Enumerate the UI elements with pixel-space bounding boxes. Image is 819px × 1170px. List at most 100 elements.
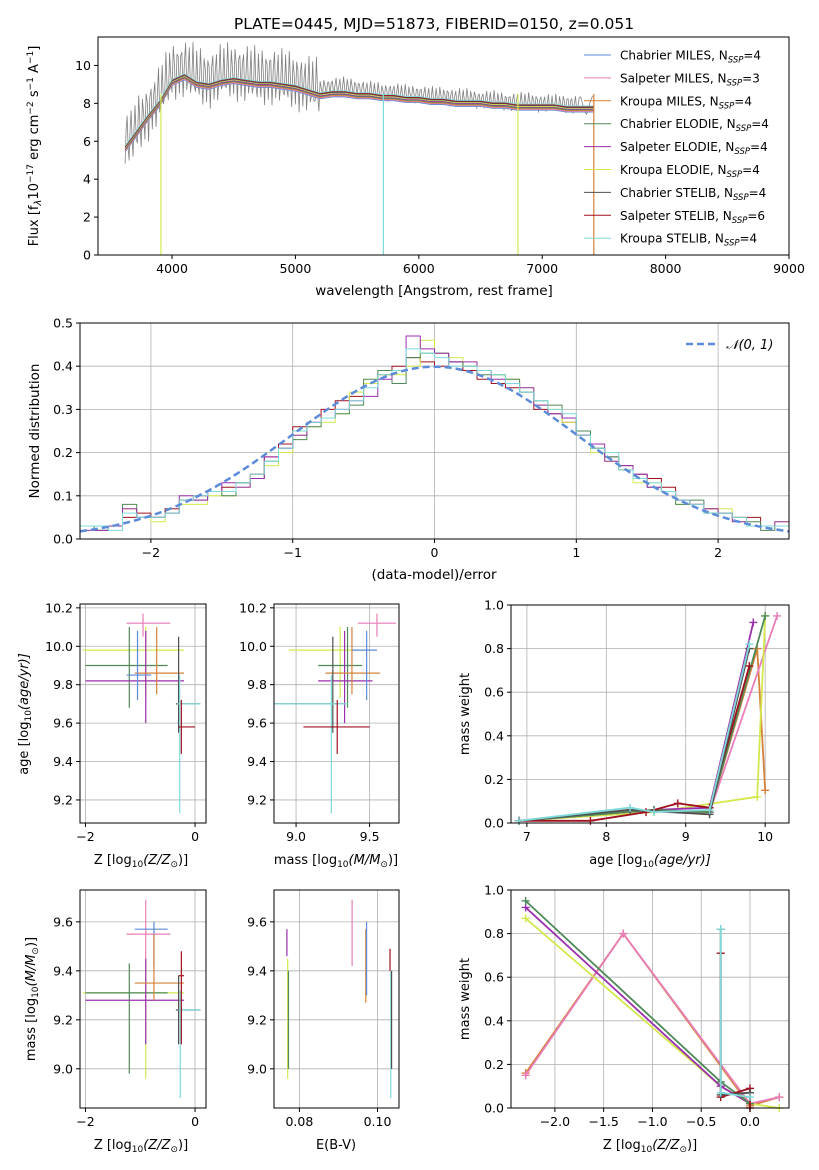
y-tick-label: 9.6 [53, 914, 73, 929]
x-tick-label: 7 [523, 829, 531, 844]
age-vs-metallicity-xlabel: Z [log10(Z/Z⊙)] [94, 853, 188, 870]
x-tick-label: −1 [283, 545, 301, 560]
x-tick-label: 4000 [156, 261, 188, 276]
y-tick-label: 0.3 [53, 402, 73, 417]
x-tick-label: 8000 [650, 261, 682, 276]
model-spectrum-line [124, 78, 594, 152]
spectrum-lines [124, 42, 595, 255]
normal-curve-line [79, 365, 790, 533]
y-tick-label: 0.8 [484, 641, 504, 656]
legend-label: Kroupa STELIB, NSSP=4 [620, 232, 757, 249]
x-tick-label: 6000 [403, 261, 435, 276]
y-tick-label: 9.6 [247, 716, 267, 731]
y-tick-label: 0.2 [484, 1057, 504, 1072]
y-tick-label: 9.8 [53, 677, 73, 692]
y-tick-label: 9.4 [53, 754, 73, 769]
x-tick-label: −1.0 [637, 1114, 667, 1129]
y-tick-label: 0.0 [484, 816, 504, 831]
x-tick-label: −2.0 [540, 1114, 570, 1129]
x-tick-label: 1 [572, 545, 580, 560]
y-tick-label: 9.4 [247, 963, 267, 978]
y-tick-label: 10 [75, 58, 91, 73]
x-tick-label: 10 [757, 829, 773, 844]
residuals-ylabel: Normed distribution [27, 364, 43, 499]
age-vs-mass-points [274, 613, 397, 814]
y-tick-label: 0.2 [53, 445, 73, 460]
age-vs-metallicity-ylabel: age [log10(age/yr)] [17, 653, 34, 775]
weight-vs-age-ylabel: mass weight [458, 673, 473, 755]
y-tick-label: 8 [83, 96, 91, 111]
x-tick-label: 0 [431, 545, 439, 560]
y-tick-label: 2 [83, 210, 91, 225]
weight-vs-age-lines [514, 611, 782, 825]
age-vs-mass-frame [273, 603, 400, 824]
y-tick-label: 0.1 [53, 488, 73, 503]
y-tick-label: 0.0 [484, 1101, 504, 1116]
spectrum-xlabel: wavelength [Angstrom, rest frame] [315, 283, 553, 299]
figure-title: PLATE=0445, MJD=51873, FIBERID=0150, z=0… [234, 15, 634, 33]
y-tick-label: 9.2 [53, 1012, 73, 1027]
legend-label: Salpeter STELIB, NSSP=6 [620, 209, 765, 226]
y-tick-label: 9.2 [247, 792, 267, 807]
model-spectrum-line [124, 77, 594, 150]
y-tick-label: 0.4 [484, 1013, 504, 1028]
y-tick-label: 0.0 [53, 532, 73, 547]
histogram-step-line [80, 348, 789, 531]
model-spectrum-line [124, 77, 594, 151]
weight-line [518, 615, 767, 822]
y-tick-label: 4 [83, 172, 91, 187]
y-tick-label: 9.6 [247, 914, 267, 929]
y-tick-label: 0.5 [53, 316, 73, 331]
spectrum-ylabel: Flux [fλ10−17 erg cm−2 s−1 A−1] [26, 46, 44, 247]
mass-vs-ebv-points [286, 899, 393, 1099]
y-tick-label: 10.2 [239, 600, 267, 615]
y-tick-label: 9.8 [247, 677, 267, 692]
y-tick-label: 1.0 [484, 883, 504, 898]
y-tick-label: 0.8 [484, 926, 504, 941]
weight-vs-age-frame [510, 604, 790, 824]
observed-spectrum-line [124, 42, 593, 164]
model-spectrum-line [124, 74, 594, 148]
weight-vs-metallicity-panel: −2.0 −1.5 −1.0 −0.5 0.0 0.0 0.2 0.4 0.6 0.8 1.0 Z … [458, 883, 790, 1155]
legend-label: Chabrier STELIB, NSSP=4 [620, 186, 766, 203]
age-vs-mass-panel: 9.0 9.5 9.2 9.4 9.6 9.8 10.0 10.2 mass [log10(M… [239, 600, 400, 870]
y-tick-label: 1.0 [484, 598, 504, 613]
x-tick-label: 0.10 [364, 1114, 392, 1129]
y-tick-label: 0.4 [53, 359, 73, 374]
y-tick-label: 9.4 [53, 963, 73, 978]
x-tick-label: 9 [682, 829, 690, 844]
y-tick-label: 9.2 [247, 1012, 267, 1027]
x-tick-label: 9000 [773, 261, 805, 276]
weight-vs-age-panel: 7 8 9 10 0.0 0.2 0.4 0.6 0.8 1.0 age [log10(age/y… [458, 598, 790, 870]
mass-vs-ebv-xlabel: E(B-V) [316, 1138, 356, 1153]
y-tick-label: 0.2 [484, 772, 504, 787]
mass-vs-ebv-panel: 0.08 0.10 9.0 9.2 9.4 9.6 E(B-V) [247, 889, 400, 1153]
x-tick-label: 0.0 [740, 1114, 760, 1129]
x-tick-label: 9.5 [360, 829, 380, 844]
mass-vs-metallicity-ylabel: mass [log10(M/M⊙)] [24, 937, 41, 1061]
x-tick-label: 8 [602, 829, 610, 844]
legend-label: Kroupa ELODIE, NSSP=4 [620, 163, 760, 180]
x-tick-label: −0.5 [686, 1114, 716, 1129]
residuals-legend: 𝒩(0, 1) [686, 338, 773, 353]
x-tick-label: −2 [76, 829, 94, 844]
mass-vs-metallicity-frame [79, 889, 207, 1109]
weight-vs-metallicity-ylabel: mass weight [458, 958, 473, 1040]
mass-vs-metallicity-xlabel: Z [log10(Z/Z⊙)] [94, 1138, 188, 1155]
residuals-xlabel: (data-model)/error [371, 567, 497, 583]
model-spectrum-line [124, 75, 594, 149]
y-tick-label: 0.4 [484, 728, 504, 743]
y-tick-label: 9.2 [53, 792, 73, 807]
legend-label: Salpeter MILES, NSSP=3 [620, 71, 760, 88]
y-tick-label: 9.4 [247, 754, 267, 769]
y-tick-label: 10.0 [45, 639, 73, 654]
x-tick-label: −1.5 [588, 1114, 618, 1129]
x-tick-label: 9.0 [286, 829, 306, 844]
mass-vs-metallicity-panel: −2 0 9.0 9.2 9.4 9.6 Z [log10(Z/Z⊙)] mass [lo… [24, 889, 207, 1155]
x-tick-label: −2 [142, 545, 160, 560]
spectrum-panel: 4000 5000 6000 7000 8000 9000 0 2 4 6 8 10 Chabrier… [26, 36, 805, 299]
y-tick-label: 6 [83, 134, 91, 149]
y-tick-label: 9.6 [53, 716, 73, 731]
x-tick-label: 0 [191, 1114, 199, 1129]
